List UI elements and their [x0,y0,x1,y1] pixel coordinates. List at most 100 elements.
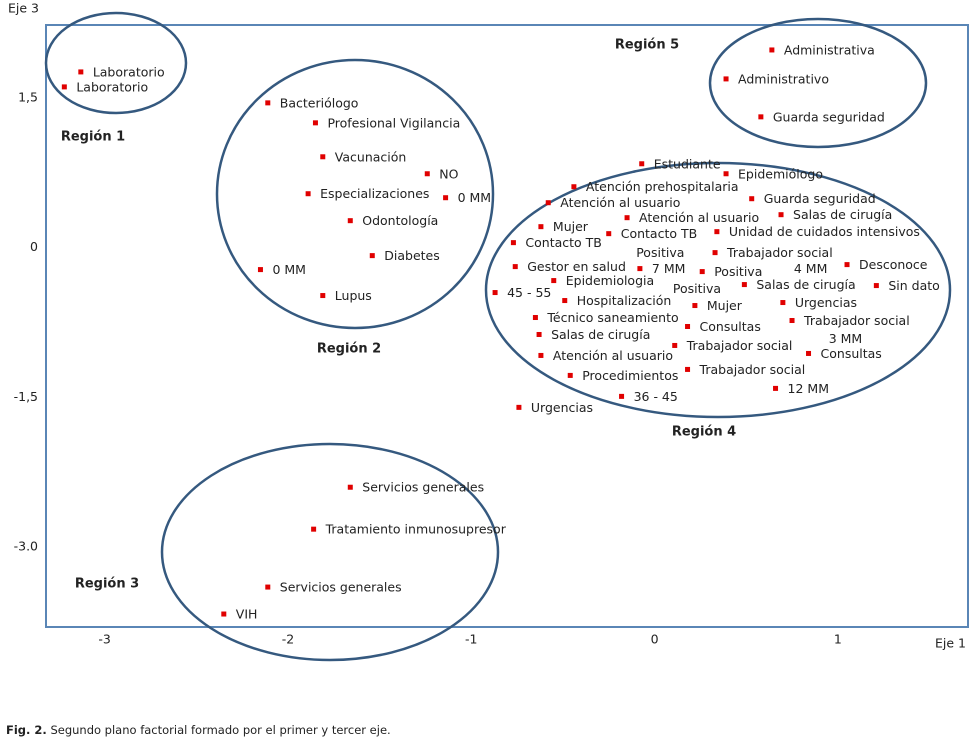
point-label: Salas de cirugía [793,207,892,222]
point [305,191,311,197]
point-label: Diabetes [384,248,440,263]
point [265,584,271,590]
point [789,318,795,324]
point-label: 12 MM [788,381,829,396]
point-label: Trabajador social [726,245,833,260]
point-label: Técnico saneamiento [546,310,678,325]
point-label: Atención al usuario [553,348,673,363]
point [536,331,542,337]
annotation: 4 MM [794,261,828,276]
point-label: Bacteriólogo [280,95,359,110]
point-label: Contacto TB [525,235,601,250]
point [749,196,755,202]
point-label: 36 - 45 [634,389,678,404]
point [320,154,326,160]
region-ellipse [215,58,495,330]
point [624,215,630,221]
annotation: 3 MM [829,331,863,346]
point [551,278,557,284]
point [806,350,812,356]
chart: Eje 3 Eje 1 -3 -2 -1 0 1 1,5 0 -1,5 -3.0 Región 1… [8,1,969,662]
point [567,372,573,378]
point-label: Epidemiologia [566,273,654,288]
region-label: Región 2 [317,342,381,357]
point-label: Consultas [821,346,882,361]
point [510,240,516,246]
point [692,303,698,309]
y-tick-label: -3.0 [14,539,38,554]
point-label: Lupus [335,288,372,303]
point-label: Salas de cirugía [756,277,855,292]
point-label: Unidad de cuidados intensivos [729,224,920,239]
annotation: Positiva [673,281,721,296]
point [562,298,568,304]
point-label: Administrativa [784,42,875,57]
point-label: 0 MM [458,190,492,205]
point [723,171,729,177]
y-tick-label: 1,5 [18,89,38,104]
region-label: Región 4 [672,425,736,440]
point [516,404,522,410]
point-label: Trabajador social [803,313,910,328]
point-label: Epidemiólogo [738,166,823,181]
point-label: Atención prehospitalaria [586,179,739,194]
point-label: Vacunación [335,149,407,164]
y-tick-label: 0 [30,239,38,254]
region-ellipse [44,11,188,115]
point [424,171,430,177]
point-label: Profesional Vigilancia [327,115,460,130]
plot-frame [45,24,969,628]
point [312,120,318,126]
point-label: Servicios generales [362,480,484,495]
region-label: Región 5 [615,38,679,53]
point [844,262,850,268]
x-tick-label: -2 [282,632,294,647]
point [492,290,498,296]
x-tick-label: 1 [834,632,842,647]
point [606,231,612,237]
point-label: Laboratorio [76,79,148,94]
point [347,218,353,224]
caption: Fig. 2. Segundo plano factorial formado … [6,723,391,737]
point [723,76,729,82]
region-ellipse [708,17,928,149]
point-label: 7 MM [652,261,686,276]
region-ellipse [484,161,952,419]
point [571,184,577,190]
point-label: NO [439,166,458,181]
point [532,315,538,321]
point-label: 45 - 55 [507,285,551,300]
point [873,283,879,289]
point-label: Administrativo [738,71,829,86]
point [714,229,720,235]
point [685,323,691,329]
point-label: Guarda seguridad [764,191,876,206]
point [780,300,786,306]
point [545,200,551,206]
x-tick-label: 0 [651,632,659,647]
x-tick-label: -1 [465,632,477,647]
point-label: Trabajador social [699,362,806,377]
point [685,366,691,372]
point [78,69,84,75]
point-label: Salas de cirugía [551,327,650,342]
point-label: Contacto TB [621,226,697,241]
point-label: Sin dato [888,278,939,293]
point-label: Gestor en salud [527,259,626,274]
point [347,484,353,490]
point-label: Mujer [553,219,589,234]
point-label: Consultas [700,319,761,334]
point [699,269,705,275]
region-label: Región 3 [75,577,139,592]
annotation: Positiva [636,245,684,260]
point-label: Guarda seguridad [773,109,885,124]
point [369,253,375,259]
point [619,393,625,399]
point-label: Positiva [714,264,762,279]
point-label: VIH [236,607,258,622]
point [538,224,544,230]
point [257,267,263,273]
point [538,352,544,358]
x-tick-label: -3 [98,632,110,647]
point-label: Estudiante [654,156,721,171]
